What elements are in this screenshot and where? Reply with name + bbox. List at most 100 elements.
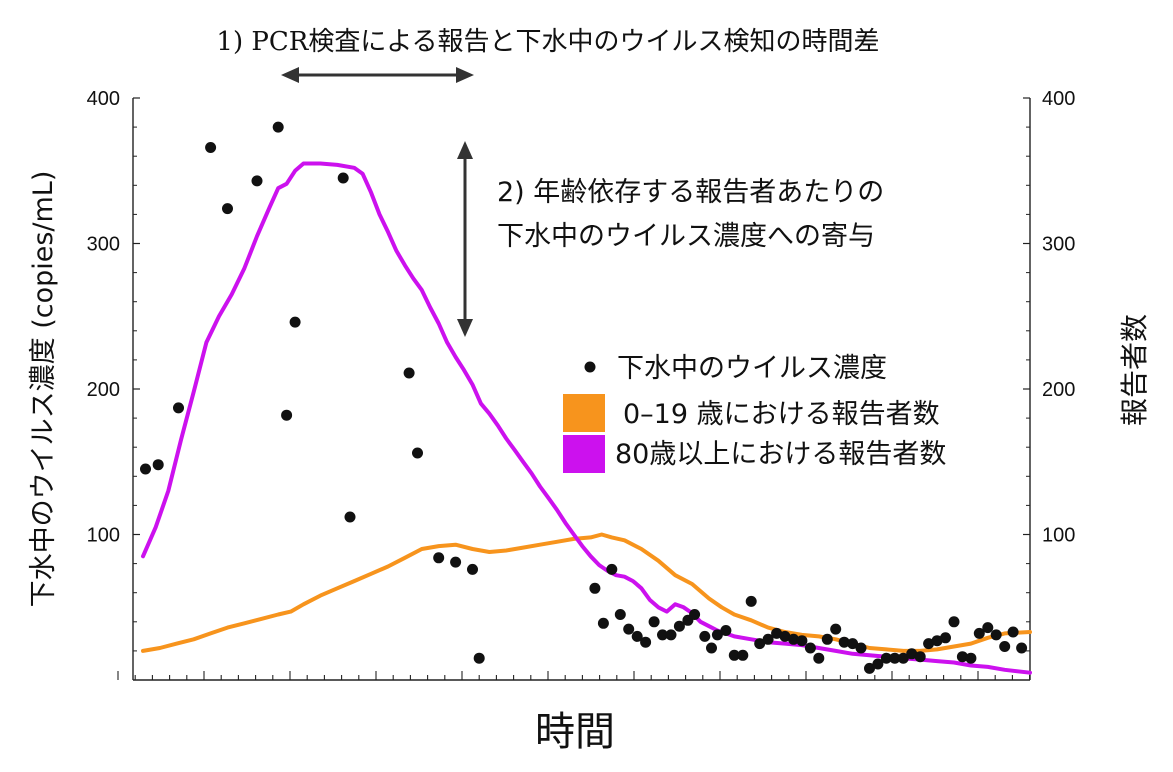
wastewater-point <box>720 625 732 636</box>
annotation-2: 2) 年齢依存する報告者あたりの 下水中のウイルス濃度への寄与 <box>457 141 884 337</box>
wastewater-point <box>289 316 301 328</box>
y-tick-label-right-1: 200 <box>1042 379 1075 401</box>
wastewater-point <box>982 622 994 634</box>
legend: 下水中のウイルス濃度 0–19 歳における報告者数 80歳以上における報告者数 <box>563 353 946 473</box>
wastewater-point <box>771 627 783 639</box>
wastewater-point <box>973 627 985 639</box>
annotation-1-arrowhead-right <box>456 67 474 83</box>
wastewater-point <box>940 632 951 644</box>
annotation-1-arrowhead-left <box>281 67 299 83</box>
wastewater-point <box>855 642 867 654</box>
wastewater-point <box>673 620 685 632</box>
wastewater-point <box>657 629 668 641</box>
y-tick-label-right-3: 400 <box>1042 88 1075 110</box>
wastewater-point <box>450 556 462 568</box>
legend-label-wastewater: 下水中のウイルス濃度 <box>617 353 887 384</box>
wastewater-point <box>272 121 284 133</box>
legend-marker-dots <box>584 361 596 373</box>
wastewater-point <box>990 629 1002 641</box>
wastewater-point <box>205 142 217 153</box>
wastewater-point <box>745 595 757 607</box>
wastewater-point <box>606 563 618 575</box>
legend-marker-0-19 <box>563 394 605 432</box>
wastewater-point <box>762 633 774 645</box>
wastewater-point <box>648 616 660 628</box>
wastewater-point <box>1007 626 1019 638</box>
y-tick-label-left-0: 100 <box>87 525 120 547</box>
wastewater-point <box>804 642 816 654</box>
wastewater-point <box>923 638 935 650</box>
y-ticks: 100 100 200 200 300 300 400 400 <box>87 88 1075 652</box>
wastewater-point <box>838 636 850 648</box>
series-line-0 <box>141 532 1032 653</box>
y-tick-label-right-0: 100 <box>1042 525 1075 547</box>
x-axis-label: 時間 <box>535 709 615 755</box>
wastewater-point <box>1016 642 1028 654</box>
y-axis-label-left: 下水中のウイルス濃度 (copies/mL) <box>28 171 59 608</box>
wastewater-point <box>754 638 766 650</box>
wastewater-point <box>281 409 293 421</box>
wastewater-point <box>222 203 233 215</box>
wastewater-point <box>728 649 740 661</box>
y-tick-label-left-2: 300 <box>87 234 120 256</box>
wastewater-point <box>337 172 349 184</box>
wastewater-point <box>597 617 609 629</box>
wastewater-point <box>847 638 859 650</box>
y-tick-label-left-1: 200 <box>87 379 120 401</box>
annotation-2-line-2: 下水中のウイルス濃度への寄与 <box>497 221 875 252</box>
wastewater-point <box>152 459 164 471</box>
legend-label-80plus: 80歳以上における報告者数 <box>615 439 946 470</box>
wastewater-point <box>699 630 711 642</box>
wastewater-point <box>931 635 943 647</box>
annotation-1-text: 1) PCR検査による報告と下水中のウイルス検知の時間差 <box>216 27 879 57</box>
wastewater-points <box>140 121 1028 674</box>
wastewater-point <box>689 609 701 620</box>
wastewater-point <box>665 629 677 641</box>
wastewater-point <box>965 652 977 664</box>
legend-label-0-19: 0–19 歳における報告者数 <box>623 399 940 430</box>
y-tick-label-right-2: 300 <box>1042 234 1075 256</box>
wastewater-point <box>897 652 909 664</box>
wastewater-point <box>914 651 926 663</box>
y-tick-label-left-3: 400 <box>87 88 120 110</box>
wastewater-point <box>433 552 445 564</box>
wastewater-point <box>412 447 423 459</box>
wastewater-point <box>589 582 601 594</box>
wastewater-point <box>640 636 652 648</box>
wastewater-point <box>956 651 968 663</box>
wastewater-point <box>788 633 799 645</box>
wastewater-point <box>889 652 901 664</box>
legend-marker-80plus <box>563 435 605 473</box>
wastewater-point <box>999 641 1011 652</box>
x-ticks <box>117 671 1031 680</box>
wastewater-point <box>403 367 415 379</box>
wastewater-point <box>467 563 478 575</box>
wastewater-point <box>821 633 833 645</box>
wastewater-point <box>779 630 791 642</box>
annotation-2-line-1: 2) 年齢依存する報告者あたりの <box>497 177 884 208</box>
wastewater-point <box>737 649 749 661</box>
annotation-1: 1) PCR検査による報告と下水中のウイルス検知の時間差 <box>216 27 880 83</box>
wastewater-point <box>631 630 643 642</box>
wastewater-point <box>140 463 151 475</box>
wastewater-point <box>344 511 356 523</box>
wastewater-point <box>830 623 842 635</box>
wastewater-point <box>906 648 918 660</box>
annotation-2-arrowhead-bottom <box>457 319 473 337</box>
wastewater-point <box>864 662 875 674</box>
wastewater-point <box>880 652 892 664</box>
wastewater-point <box>711 629 723 641</box>
wastewater-point <box>623 623 635 635</box>
wastewater-point <box>813 652 825 664</box>
wastewater-point <box>872 658 884 670</box>
wastewater-point <box>173 402 184 414</box>
wastewater-point <box>614 609 626 620</box>
wastewater-point <box>796 635 808 647</box>
wastewater-point <box>473 652 485 664</box>
wastewater-point <box>948 616 960 628</box>
wastewater-point <box>251 175 263 187</box>
wastewater-point <box>706 642 717 654</box>
y-axis-label-right: 報告者数 <box>1118 314 1151 426</box>
annotation-2-arrowhead-top <box>457 141 473 159</box>
